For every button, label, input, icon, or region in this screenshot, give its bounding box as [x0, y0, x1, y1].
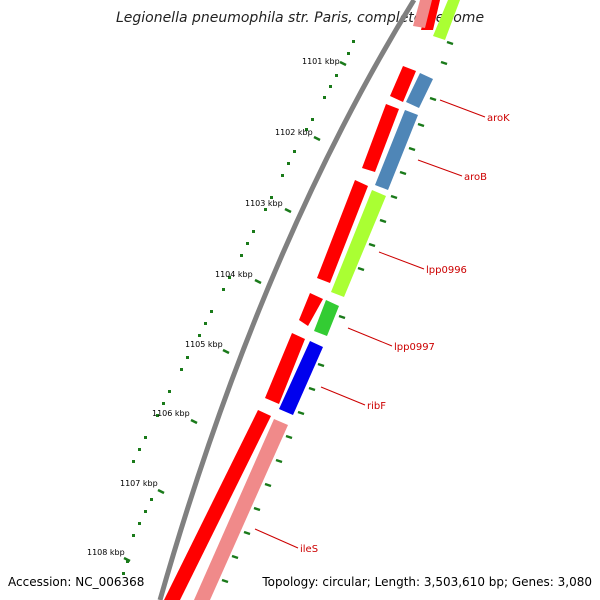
tick-label-1103: 1103 kbp — [245, 199, 283, 208]
gene-feature-lpp0996 — [331, 190, 386, 297]
tick-label-1105: 1105 kbp — [185, 340, 223, 349]
ruler-major-ticks — [123, 60, 347, 563]
map-title: Legionella pneumophila str. Paris, compl… — [115, 10, 485, 26]
gene-feature-top-green — [433, 0, 460, 40]
genome-summary-text: Topology: circular; Length: 3,503,610 bp… — [262, 575, 592, 589]
ruler-labels: 1101 kbp 1102 kbp 1103 kbp 1104 kbp 1105… — [87, 57, 340, 557]
gene-feature-aroK — [406, 73, 433, 108]
label-leaders — [254, 99, 486, 549]
gene-label-aroK: aroK — [487, 113, 510, 124]
gene-feature-ribF — [279, 341, 323, 415]
gene-label-lpp0996: lpp0996 — [426, 265, 467, 276]
gene-label-ileS: ileS — [300, 544, 318, 555]
tick-label-1108: 1108 kbp — [87, 548, 125, 557]
gene-labels: aroK aroB lpp0996 lpp0997 ribF ileS — [300, 113, 510, 555]
tick-label-1106: 1106 kbp — [152, 409, 190, 418]
gene-feature-ileS — [194, 419, 288, 600]
gene-feature-aroB — [375, 110, 418, 190]
genome-backbone — [157, 0, 417, 600]
inner-ticks — [221, 40, 454, 584]
accession-text: Accession: NC_006368 — [8, 575, 145, 589]
tick-label-1101: 1101 kbp — [302, 57, 340, 66]
ruler-dots — [122, 40, 355, 575]
gene-label-aroB: aroB — [464, 172, 487, 183]
gene-label-ribF: ribF — [367, 401, 386, 412]
gene-feature-lpp0997 — [314, 300, 339, 336]
forward-strand-features — [164, 0, 440, 600]
gene-label-lpp0997: lpp0997 — [394, 342, 435, 353]
gene-feature-top-pink — [413, 0, 432, 28]
tick-label-1102: 1102 kbp — [275, 128, 313, 137]
tick-label-1104: 1104 kbp — [215, 270, 253, 279]
tick-label-1107: 1107 kbp — [120, 479, 158, 488]
